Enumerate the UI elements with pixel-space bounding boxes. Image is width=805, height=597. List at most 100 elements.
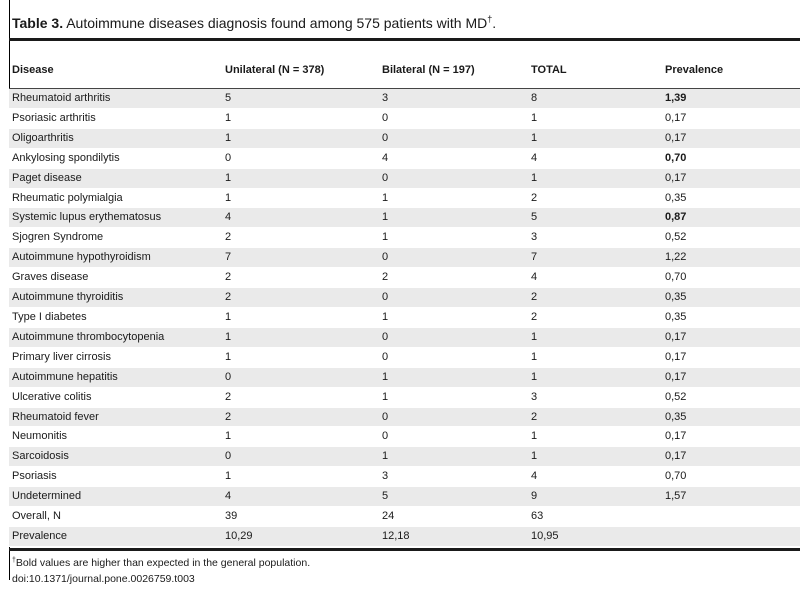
cell-total: 8 (531, 92, 538, 104)
cell-unilateral: 0 (225, 370, 232, 383)
cell-prevalence: 0,70 (665, 151, 687, 164)
cell-disease: Prevalence (12, 529, 68, 542)
cell-disease: Oligoarthritis (12, 131, 74, 144)
title-footnote-mark: † (487, 14, 493, 24)
cell-prevalence: 0,17 (665, 111, 687, 124)
cell-bilateral: 0 (382, 171, 389, 184)
cell-prevalence: 0,35 (665, 410, 687, 423)
cell-unilateral: 2 (225, 271, 232, 284)
table-caption: Table 3. Autoimmune diseases diagnosis f… (12, 14, 496, 31)
cell-unilateral: 1 (225, 330, 232, 343)
header-bilateral: Bilateral (N = 197) (382, 64, 475, 76)
cell-bilateral: 1 (382, 191, 389, 204)
cell-bilateral: 1 (382, 450, 389, 463)
cell-bilateral: 12,18 (382, 529, 410, 542)
cell-disease: Neumonitis (12, 430, 68, 443)
cell-total: 1 (531, 131, 538, 144)
cell-disease: Graves disease (12, 271, 89, 284)
cell-disease: Primary liver cirrosis (12, 350, 111, 363)
table-row: Neumonitis 1 0 1 0,17 (9, 427, 800, 448)
cell-prevalence: 0,17 (665, 330, 687, 343)
cell-total: 1 (531, 330, 538, 343)
table-row: Primary liver cirrosis 1 0 1 0,17 (9, 347, 800, 368)
header-disease: Disease (12, 64, 54, 76)
cell-unilateral: 39 (225, 510, 238, 523)
cell-total: 2 (531, 291, 538, 304)
cell-unilateral: 1 (225, 131, 232, 144)
header-total: TOTAL (531, 64, 567, 76)
cell-unilateral: 1 (225, 470, 232, 483)
cell-disease: Rheumatic polymialgia (12, 191, 123, 204)
cell-prevalence: 0,70 (665, 470, 687, 483)
table-row: Autoimmune hepatitis 0 1 1 0,17 (9, 367, 800, 388)
cell-bilateral: 0 (382, 111, 389, 124)
cell-prevalence: 1,22 (665, 251, 687, 264)
cell-unilateral: 0 (225, 151, 232, 164)
cell-total: 1 (531, 350, 538, 363)
cell-bilateral: 1 (382, 390, 389, 403)
cell-prevalence: 0,52 (665, 231, 687, 244)
cell-prevalence: 1,57 (665, 490, 687, 503)
cell-unilateral: 4 (225, 490, 232, 503)
table-row: Systemic lupus erythematosus 4 1 5 0,87 (9, 208, 800, 229)
table-row: Autoimmune thyroiditis 2 0 2 0,35 (9, 288, 800, 308)
cell-unilateral: 2 (225, 390, 232, 403)
cell-prevalence: 0,35 (665, 191, 687, 204)
cell-total: 4 (531, 271, 538, 284)
cell-prevalence: 0,70 (665, 271, 687, 284)
cell-total: 63 (531, 510, 544, 523)
table-row: Undetermined 4 5 9 1,57 (9, 487, 800, 508)
table-title: Autoimmune diseases diagnosis found amon… (66, 15, 488, 31)
cell-disease: Autoimmune thrombocytopenia (12, 330, 165, 343)
cell-bilateral: 1 (382, 310, 389, 323)
table-row: Autoimmune hypothyroidism 7 0 7 1,22 (9, 248, 800, 269)
cell-unilateral: 7 (225, 251, 232, 264)
table-header: Disease Unilateral (N = 378) Bilateral (… (0, 64, 805, 84)
table-row: Psoriasic arthritis 1 0 1 0,17 (9, 108, 800, 129)
cell-bilateral: 1 (382, 211, 389, 224)
cell-unilateral: 1 (225, 310, 232, 323)
cell-prevalence: 0,17 (665, 430, 687, 443)
cell-unilateral: 1 (225, 191, 232, 204)
cell-prevalence: 0,17 (665, 370, 687, 383)
footnote-text: Bold values are higher than expected in … (15, 557, 311, 569)
table-row: Sarcoidosis 0 1 1 0,17 (9, 447, 800, 468)
cell-total: 7 (531, 251, 538, 264)
cell-bilateral: 24 (382, 510, 395, 523)
table-row: Overall, N 39 24 63 (9, 507, 800, 527)
cell-bilateral: 2 (382, 271, 389, 284)
cell-total: 2 (531, 410, 538, 423)
cell-total: 3 (531, 231, 538, 244)
table-row: Psoriasis 1 3 4 0,70 (9, 467, 800, 488)
cell-total: 2 (531, 310, 538, 323)
cell-unilateral: 2 (225, 410, 232, 423)
cell-prevalence: 0,35 (665, 310, 687, 323)
bottom-rule (9, 548, 800, 551)
cell-disease: Rheumatoid fever (12, 410, 99, 423)
cell-disease: Autoimmune thyroiditis (12, 291, 124, 304)
cell-bilateral: 3 (382, 470, 389, 483)
table-row: Paget disease 1 0 1 0,17 (9, 168, 800, 189)
cell-unilateral: 1 (225, 430, 232, 443)
cell-total: 4 (531, 151, 538, 164)
table-row: Ulcerative colitis 2 1 3 0,52 (9, 387, 800, 408)
cell-unilateral: 1 (225, 350, 232, 363)
header-unilateral: Unilateral (N = 378) (225, 64, 325, 76)
table-row: Rheumatoid fever 2 0 2 0,35 (9, 407, 800, 428)
cell-total: 1 (531, 370, 538, 383)
table-row: Ankylosing spondilytis 0 4 4 0,70 (9, 148, 800, 169)
footnote-mark: † (12, 557, 16, 564)
cell-disease: Paget disease (12, 171, 82, 184)
cell-disease: Ulcerative colitis (12, 390, 92, 403)
cell-unilateral: 2 (225, 231, 232, 244)
cell-unilateral: 10,29 (225, 529, 253, 542)
table-label: Table 3. (12, 15, 64, 31)
cell-bilateral: 4 (382, 151, 389, 164)
cell-prevalence: 0,35 (665, 291, 687, 304)
cell-unilateral: 5 (225, 92, 232, 104)
cell-total: 1 (531, 111, 538, 124)
table-row: Sjogren Syndrome 2 1 3 0,52 (9, 228, 800, 249)
table-row: Rheumatoid arthritis 5 3 8 1,39 (9, 89, 800, 109)
table-row: Oligoarthritis 1 0 1 0,17 (9, 128, 800, 149)
cell-disease: Sarcoidosis (12, 450, 69, 463)
